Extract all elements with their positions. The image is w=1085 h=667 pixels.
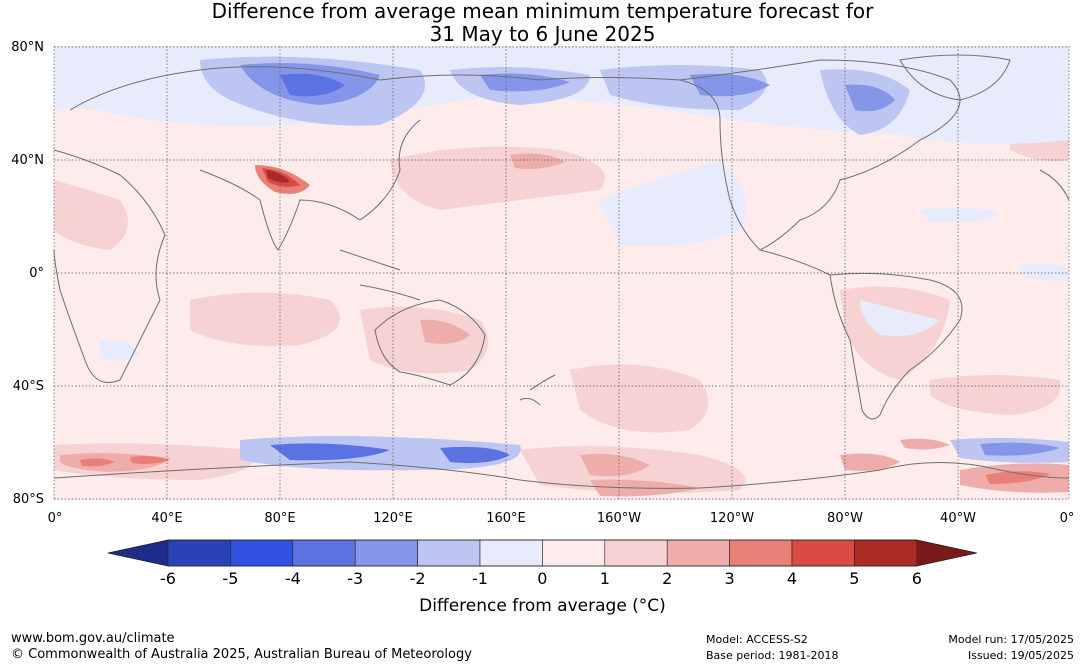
lat-label: 40°S — [13, 379, 44, 394]
colorbar-swatch — [354, 539, 418, 567]
longitude-labels: 0° 40°E 80°E 120°E 160°E 160°W 120°W 80°… — [48, 511, 1075, 526]
colorbar-tick-label: 4 — [787, 569, 797, 588]
colorbar-tick-label: -2 — [410, 569, 426, 588]
colorbar-tick-label: 0 — [537, 569, 547, 588]
coastlines — [53, 54, 1070, 489]
lon-label: 160°E — [486, 511, 526, 526]
colorbar-tick-label: -4 — [285, 569, 301, 588]
colorbar-swatch — [604, 539, 668, 567]
colorbar-tick-label: -3 — [347, 569, 363, 588]
footer-model: Model: ACCESS-S2 — [706, 633, 808, 646]
colorbar-swatch — [417, 539, 481, 567]
lon-label: 40°E — [151, 511, 182, 526]
lon-label: 80°E — [264, 511, 295, 526]
colorbar-extend-high — [916, 540, 977, 566]
footer-copyright: © Commonwealth of Australia 2025, Austra… — [11, 647, 472, 662]
graticule — [53, 46, 1070, 500]
colorbar-tick-label: 5 — [849, 569, 859, 588]
map-title: Difference from average mean minimum tem… — [0, 0, 1085, 46]
footer-model-run: Model run: 17/05/2025 — [948, 633, 1074, 646]
colorbar-swatch — [729, 539, 793, 567]
title-line-2: 31 May to 6 June 2025 — [429, 22, 656, 46]
colorbar-legend: -6 -5 -4 -3 -2 -1 0 1 2 3 4 5 6 — [107, 539, 977, 588]
colorbar-tick-labels: -6 -5 -4 -3 -2 -1 0 1 2 3 4 5 6 — [160, 569, 922, 588]
footer-model-info: Model: ACCESS-S2 Base period: 1981-2018 — [706, 632, 838, 664]
colorbar-swatch — [292, 539, 356, 567]
colorbar-tick-label: 3 — [725, 569, 735, 588]
lon-label: 0° — [1060, 511, 1075, 526]
lon-label: 120°E — [373, 511, 413, 526]
lon-label: 120°W — [710, 511, 754, 526]
latitude-labels: 80°N 40°N 0° 40°S 80°S — [11, 40, 44, 507]
lat-label: 0° — [29, 266, 44, 281]
colorbar-swatch — [167, 539, 231, 567]
colorbar-swatches — [107, 539, 977, 567]
hot-spot-region — [255, 165, 310, 194]
footer-credit: www.bom.gov.au/climate © Commonwealth of… — [11, 631, 472, 663]
footer-issued: Issued: 19/05/2025 — [967, 649, 1074, 662]
colorbar-swatch — [542, 539, 606, 567]
lat-label: 80°S — [13, 492, 44, 507]
colorbar-tick-label: 2 — [662, 569, 672, 588]
lon-label: 80°W — [827, 511, 863, 526]
cold-anomaly-regions — [54, 46, 1069, 471]
lon-label: 0° — [48, 511, 63, 526]
colorbar-swatch — [230, 539, 294, 567]
colorbar-swatch — [479, 539, 543, 567]
colorbar-swatch — [791, 539, 855, 567]
lon-label: 40°W — [940, 511, 976, 526]
colorbar-tick-label: -5 — [222, 569, 238, 588]
colorbar-tick-label: 1 — [600, 569, 610, 588]
colorbar-title: Difference from average (°C) — [419, 596, 666, 616]
colorbar-tick-label: 6 — [912, 569, 922, 588]
lat-label: 80°N — [11, 40, 44, 55]
footer-url: www.bom.gov.au/climate — [11, 631, 175, 646]
lat-label: 40°N — [11, 153, 44, 168]
footer-base-period: Base period: 1981-2018 — [706, 649, 839, 662]
footer-dates: Model run: 17/05/2025 Issued: 19/05/2025 — [948, 632, 1074, 664]
colorbar-tick-label: -1 — [472, 569, 488, 588]
colorbar-swatch — [666, 539, 730, 567]
colorbar-extend-low — [108, 540, 168, 566]
colorbar-outline — [107, 539, 977, 567]
colorbar-tick-label: -6 — [160, 569, 176, 588]
lon-label: 160°W — [597, 511, 641, 526]
temperature-anomaly-map: 80°N 40°N 0° 40°S 80°S 0° 40°E 80°E 120°… — [11, 40, 1075, 526]
title-line-1: Difference from average mean minimum tem… — [211, 0, 874, 23]
colorbar-swatch — [854, 539, 918, 567]
